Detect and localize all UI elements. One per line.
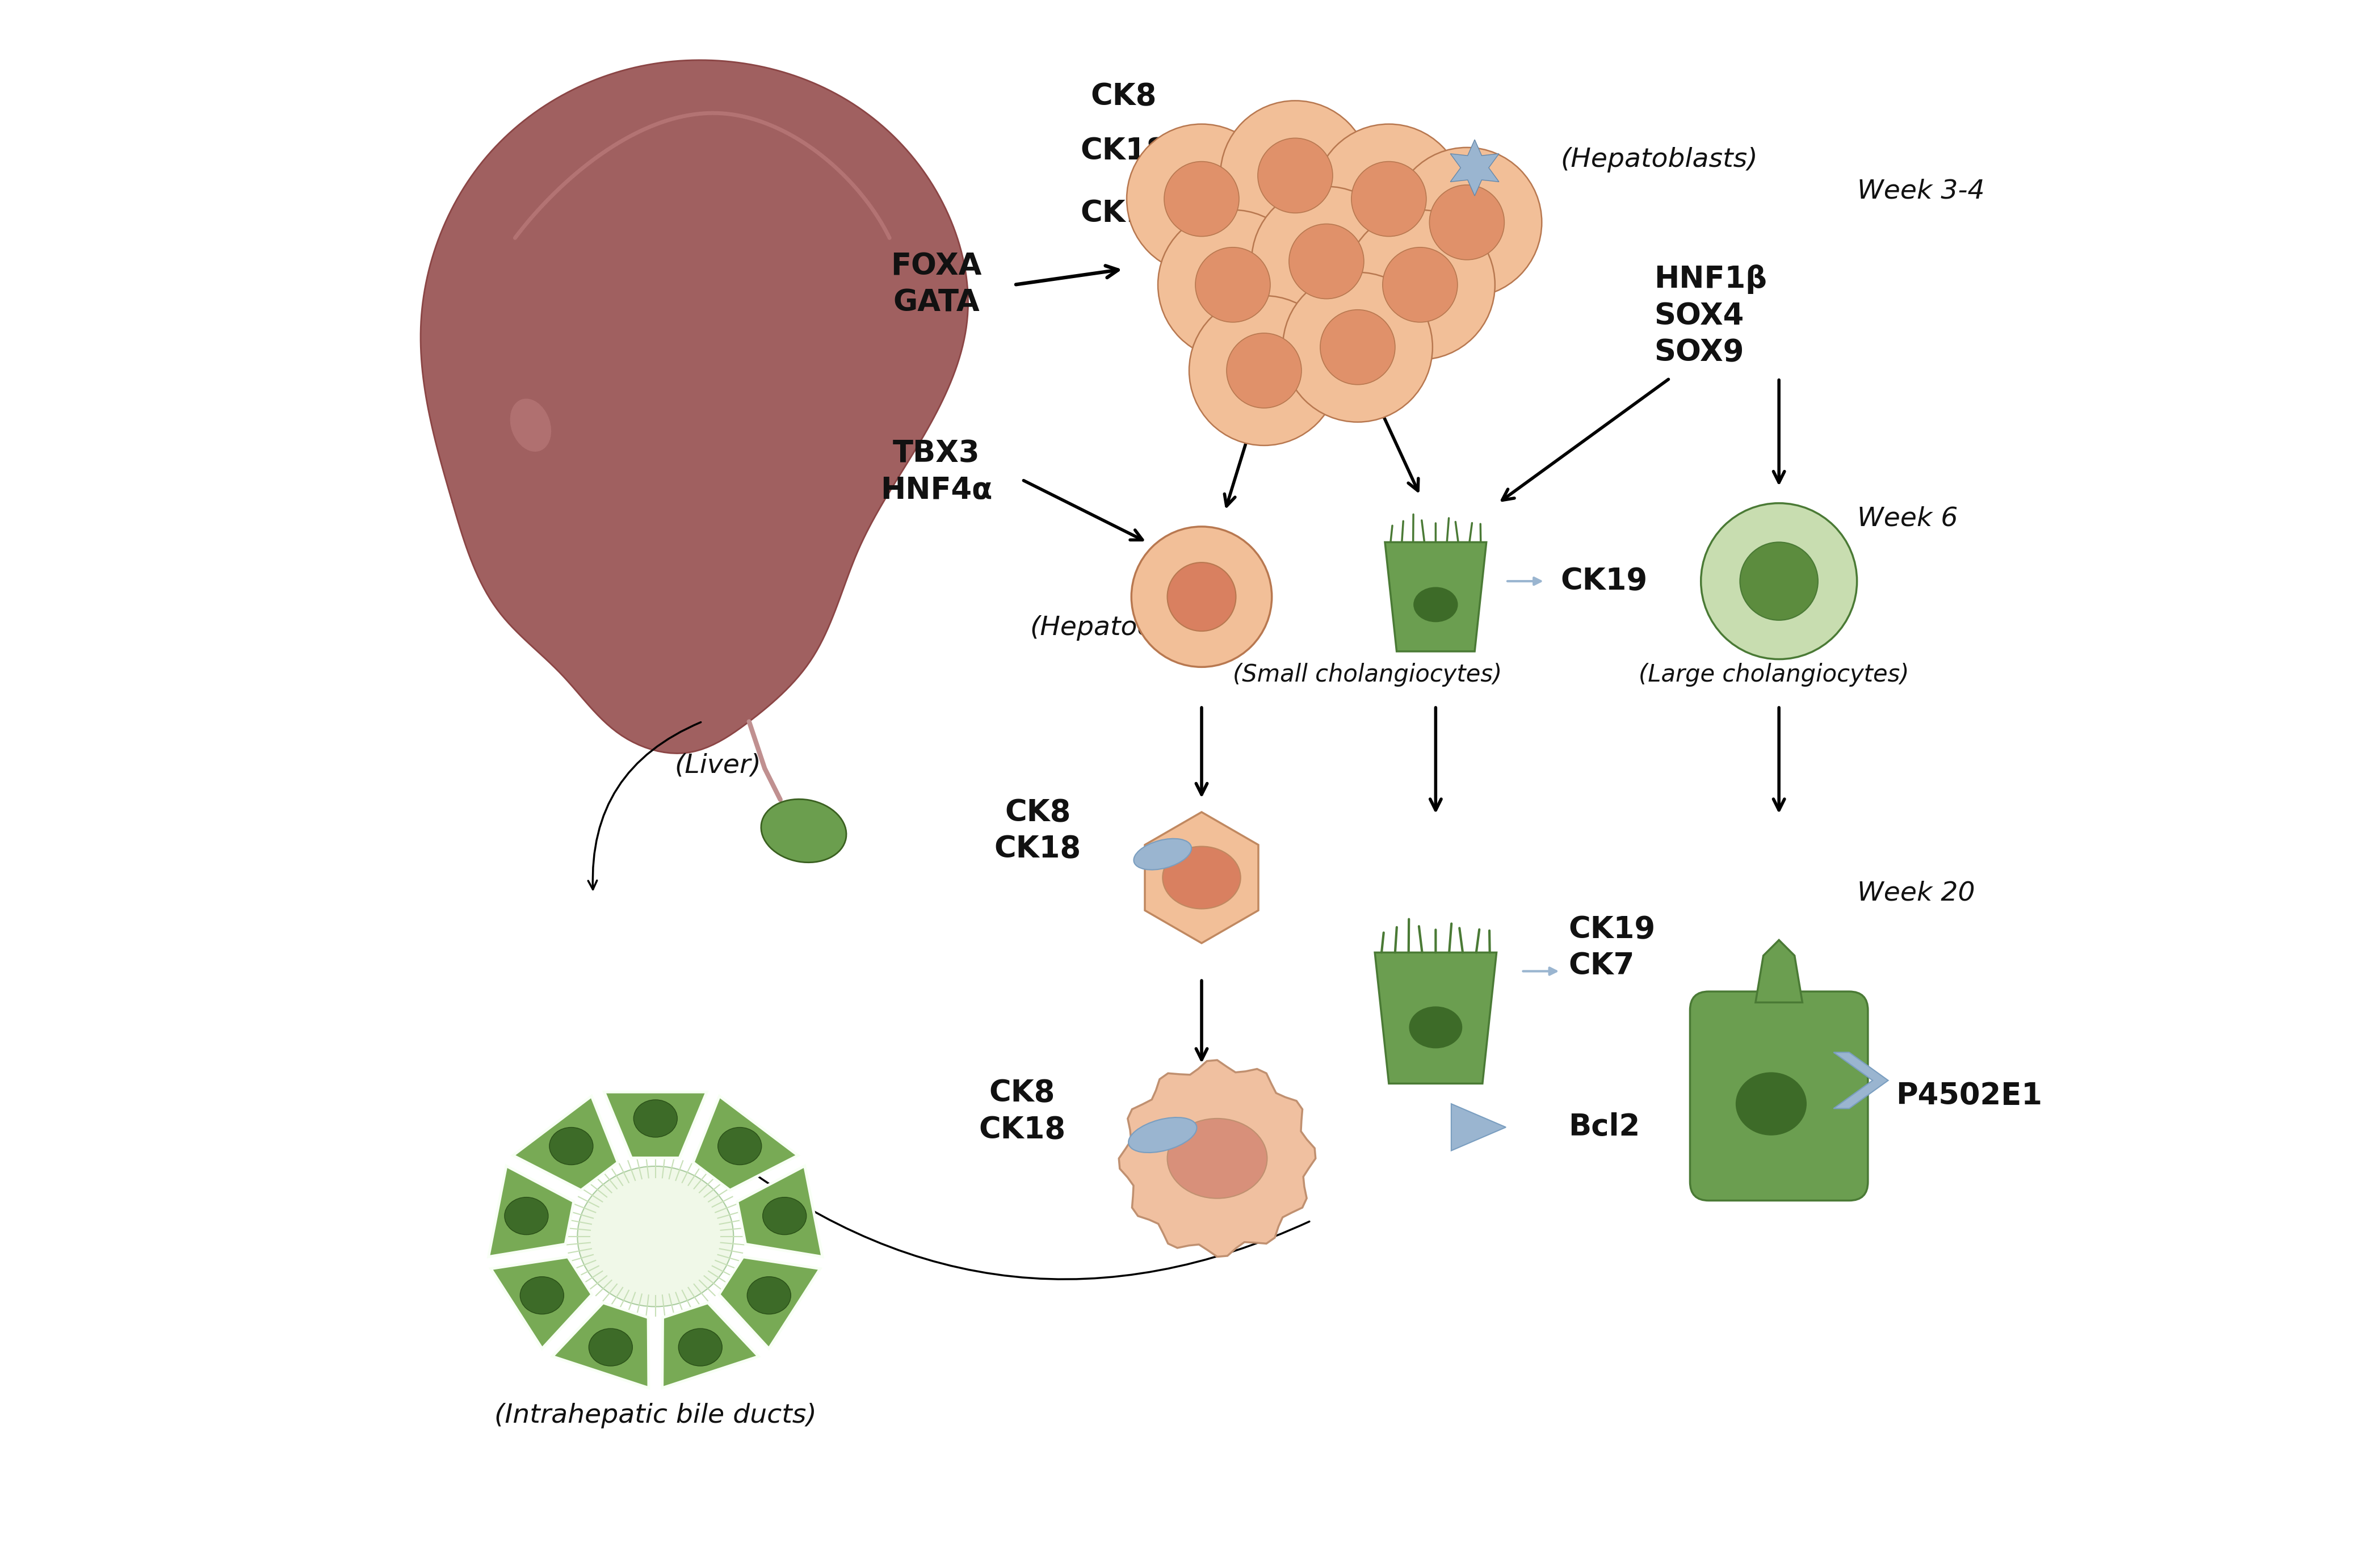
- Circle shape: [1288, 224, 1364, 299]
- Text: Week 6: Week 6: [1857, 506, 1957, 532]
- Ellipse shape: [505, 1198, 548, 1234]
- Polygon shape: [738, 1167, 823, 1258]
- Polygon shape: [1146, 812, 1260, 942]
- Polygon shape: [553, 1303, 648, 1388]
- Ellipse shape: [764, 1198, 806, 1234]
- Circle shape: [1165, 162, 1238, 237]
- Text: CK19: CK19: [1561, 566, 1649, 596]
- Circle shape: [1127, 124, 1276, 274]
- Circle shape: [1430, 185, 1504, 260]
- Ellipse shape: [678, 1328, 721, 1366]
- Ellipse shape: [633, 1099, 678, 1137]
- Text: CK19
CK7: CK19 CK7: [1568, 914, 1656, 982]
- Ellipse shape: [1736, 1073, 1805, 1135]
- Ellipse shape: [1409, 1007, 1461, 1047]
- Ellipse shape: [761, 800, 847, 862]
- Polygon shape: [1834, 1052, 1888, 1109]
- Polygon shape: [1452, 1104, 1506, 1151]
- Polygon shape: [1449, 140, 1499, 196]
- Text: CK18: CK18: [1079, 136, 1167, 166]
- Text: (Hepatocytes): (Hepatocytes): [1029, 615, 1219, 641]
- Circle shape: [1283, 273, 1433, 422]
- Circle shape: [1701, 503, 1857, 659]
- Ellipse shape: [1134, 839, 1191, 870]
- Polygon shape: [719, 1258, 821, 1348]
- Ellipse shape: [747, 1276, 790, 1314]
- Circle shape: [1226, 332, 1302, 408]
- Text: (Intrahepatic bile ducts): (Intrahepatic bile ducts): [493, 1403, 816, 1428]
- Polygon shape: [1755, 939, 1803, 1002]
- Ellipse shape: [510, 398, 550, 452]
- Ellipse shape: [1167, 1118, 1267, 1198]
- Ellipse shape: [519, 1276, 565, 1314]
- Text: (Large cholangiocytes): (Large cholangiocytes): [1639, 663, 1909, 687]
- Polygon shape: [1120, 1060, 1316, 1258]
- Text: Week 3-4: Week 3-4: [1857, 179, 1985, 204]
- Ellipse shape: [1414, 588, 1456, 622]
- Ellipse shape: [550, 1127, 593, 1165]
- Text: FOXA
GATA: FOXA GATA: [892, 252, 982, 318]
- Circle shape: [1131, 527, 1271, 666]
- Text: Bcl2: Bcl2: [1568, 1112, 1639, 1142]
- Circle shape: [1158, 210, 1307, 359]
- Circle shape: [1345, 210, 1494, 359]
- Polygon shape: [491, 1258, 593, 1348]
- Circle shape: [1383, 248, 1456, 321]
- Circle shape: [1257, 138, 1333, 213]
- Text: Week 20: Week 20: [1857, 881, 1976, 906]
- Circle shape: [1741, 543, 1817, 621]
- Text: CK8
CK18: CK8 CK18: [980, 1079, 1065, 1145]
- Text: CK8: CK8: [1091, 82, 1158, 111]
- FancyBboxPatch shape: [1689, 991, 1867, 1201]
- Text: TBX3
HNF4α: TBX3 HNF4α: [880, 439, 991, 505]
- Ellipse shape: [588, 1328, 633, 1366]
- Polygon shape: [1385, 543, 1487, 651]
- Polygon shape: [662, 1303, 759, 1388]
- Circle shape: [1188, 296, 1338, 445]
- Circle shape: [1352, 162, 1426, 237]
- Text: (Hepatoblasts): (Hepatoblasts): [1561, 147, 1758, 172]
- Polygon shape: [1376, 952, 1497, 1083]
- Text: P4502E1: P4502E1: [1895, 1082, 2042, 1110]
- Polygon shape: [420, 60, 968, 753]
- Polygon shape: [605, 1091, 707, 1157]
- Ellipse shape: [719, 1127, 761, 1165]
- Circle shape: [1392, 147, 1542, 298]
- Polygon shape: [693, 1096, 797, 1190]
- Text: (Liver): (Liver): [674, 753, 761, 778]
- Circle shape: [1195, 248, 1271, 321]
- Text: CK8
CK18: CK8 CK18: [994, 798, 1082, 864]
- Ellipse shape: [576, 1167, 733, 1306]
- Circle shape: [1321, 310, 1395, 384]
- Polygon shape: [489, 1167, 574, 1258]
- Circle shape: [1167, 563, 1236, 630]
- Ellipse shape: [1129, 1118, 1198, 1152]
- Text: (Small cholangiocytes): (Small cholangiocytes): [1233, 663, 1501, 687]
- Polygon shape: [512, 1096, 617, 1190]
- Circle shape: [1314, 124, 1464, 274]
- Text: CK19: CK19: [1079, 199, 1167, 229]
- Text: HNF1β
SOX4
SOX9: HNF1β SOX4 SOX9: [1653, 265, 1767, 367]
- Circle shape: [1219, 100, 1371, 251]
- Circle shape: [1252, 187, 1402, 336]
- Ellipse shape: [1162, 847, 1241, 909]
